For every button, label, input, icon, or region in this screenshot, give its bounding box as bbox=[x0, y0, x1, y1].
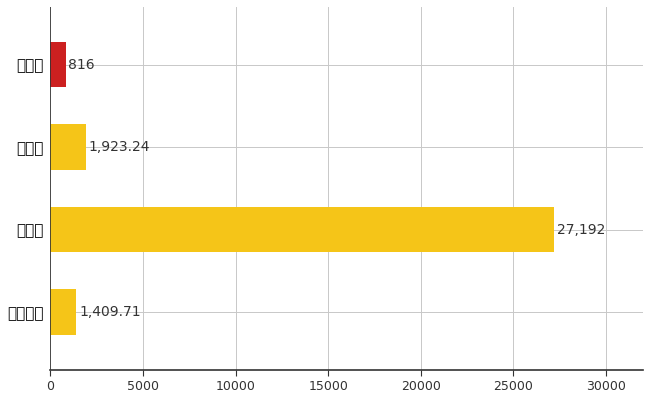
Text: 816: 816 bbox=[68, 58, 95, 72]
Text: 1,409.71: 1,409.71 bbox=[79, 305, 141, 319]
Bar bbox=[51, 42, 66, 87]
Bar bbox=[51, 289, 77, 335]
Text: 27,192: 27,192 bbox=[557, 222, 605, 236]
Bar bbox=[51, 124, 86, 170]
Text: 1,923.24: 1,923.24 bbox=[89, 140, 150, 154]
Bar bbox=[51, 207, 554, 252]
